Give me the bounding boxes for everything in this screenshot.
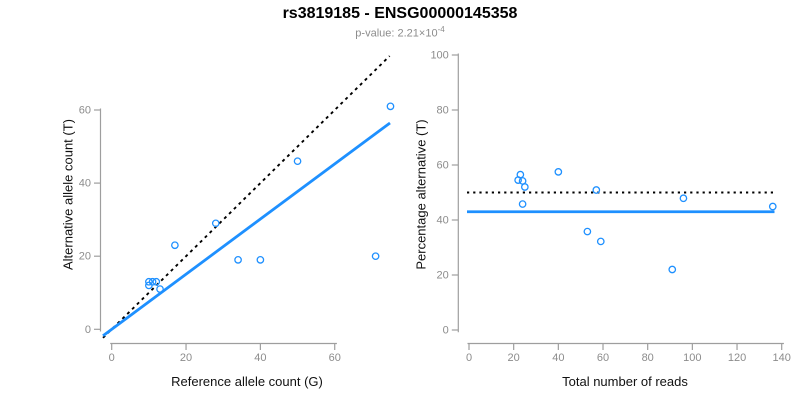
right-x-tick-label: 20 bbox=[508, 352, 520, 364]
right-data-point bbox=[596, 237, 605, 246]
left-plot: 0 20 40 60 0 20 40 60 bbox=[79, 55, 395, 364]
left-y-tick-label: 60 bbox=[79, 105, 91, 117]
right-x-tick-label: 0 bbox=[466, 352, 472, 364]
left-y-tick-label: 20 bbox=[79, 251, 91, 263]
right-data-point bbox=[768, 202, 777, 211]
left-plot-yaxis-title: Alternative allele count (T) bbox=[60, 119, 76, 271]
figure-subtitle: p-value: 2.21×10-4 bbox=[0, 25, 800, 40]
right-y-tick-label: 0 bbox=[443, 325, 449, 337]
right-data-point bbox=[518, 200, 527, 208]
right-data-point bbox=[679, 194, 688, 203]
left-x-tick-label: 60 bbox=[329, 352, 341, 364]
right-data-point bbox=[583, 227, 592, 236]
left-data-point bbox=[234, 256, 242, 264]
right-y-tick-label: 40 bbox=[437, 215, 449, 227]
right-x-tick-label: 40 bbox=[552, 352, 564, 364]
right-x-tick-label: 80 bbox=[642, 352, 654, 364]
right-data-point bbox=[554, 168, 563, 176]
right-y-tick-label: 60 bbox=[437, 160, 449, 172]
left-line-identity bbox=[102, 55, 391, 339]
left-x-tick-label: 0 bbox=[109, 352, 115, 364]
right-data-point bbox=[514, 176, 522, 184]
left-data-point bbox=[171, 241, 179, 250]
right-x-tick-label: 120 bbox=[728, 352, 746, 364]
left-data-point bbox=[293, 157, 302, 166]
left-x-tick-label: 40 bbox=[254, 352, 266, 364]
left-data-point bbox=[145, 277, 153, 286]
figure-title: rs3819185 - ENSG00000145358 bbox=[282, 5, 518, 22]
left-y-tick-label: 0 bbox=[85, 324, 91, 336]
right-plot-yaxis-title: Percentage alternative (T) bbox=[413, 119, 429, 270]
left-y-tick-label: 40 bbox=[79, 178, 91, 190]
right-x-tick-label: 100 bbox=[683, 352, 701, 364]
left-line-fit bbox=[102, 121, 391, 337]
left-data-point bbox=[371, 252, 380, 261]
left-data-point bbox=[156, 285, 164, 293]
right-plot: 0 20 40 60 80 100 0 20 40 60 80 100 120 140 bbox=[430, 50, 790, 365]
right-data-point bbox=[592, 186, 601, 194]
right-y-tick-label: 20 bbox=[437, 270, 449, 282]
left-x-tick-label: 20 bbox=[180, 352, 192, 364]
pvalue-exponent: -4 bbox=[437, 25, 445, 34]
left-plot-xaxis-title: Reference allele count (G) bbox=[171, 374, 323, 389]
left-data-point bbox=[211, 219, 220, 228]
right-y-tick-label: 100 bbox=[430, 50, 448, 62]
right-data-point bbox=[668, 265, 677, 274]
left-data-point bbox=[256, 256, 265, 264]
left-data-point bbox=[148, 277, 157, 286]
pvalue-text: p-value: 2.21×10 bbox=[355, 27, 438, 40]
right-y-tick-label: 80 bbox=[437, 105, 449, 117]
left-data-point bbox=[152, 277, 161, 286]
left-data-point bbox=[386, 102, 395, 111]
right-data-point bbox=[520, 183, 529, 191]
right-x-tick-label: 60 bbox=[597, 352, 609, 364]
right-x-tick-label: 140 bbox=[773, 352, 791, 364]
right-plot-xaxis-title: Total number of reads bbox=[562, 374, 688, 389]
